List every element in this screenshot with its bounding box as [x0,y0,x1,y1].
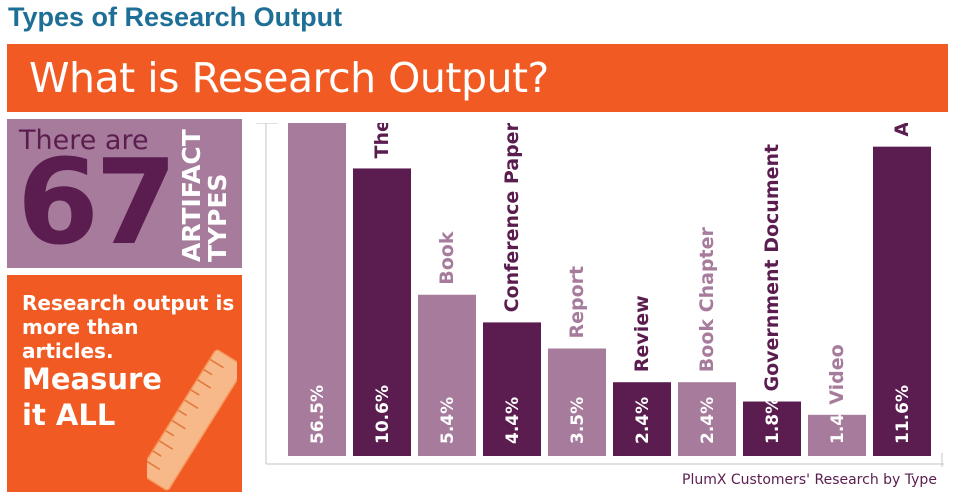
there-are-label: There are [19,125,149,156]
bar-chart-svg: 56.5%Article10.6%Thesis/Dissertation5.4%… [256,123,944,467]
bar-category-label-3: Conference Paper [501,123,523,312]
bar-value-label-2: 5.4% [438,397,458,444]
bar-value-label-5: 2.4% [633,397,653,444]
banner: What is Research Output? [7,44,948,112]
chart-caption: PlumX Customers' Research by Type [682,472,937,488]
bar-value-label-3: 4.4% [503,397,523,444]
artifact-count: 67 [17,133,177,268]
tagline: Research output is more than articles. [22,291,235,363]
artifact-types-line2: TYPES [203,173,232,262]
bar-value-label-9: 11.6% [893,385,913,444]
ruler-icon [147,349,237,491]
bar-category-label-1: Thesis/Dissertation [371,123,393,158]
artifact-types-label: ARTIFACT TYPES [177,129,232,262]
bar-value-label-7: 1.8% [763,397,783,444]
bar-category-label-6: Book Chapter [696,227,718,373]
bar-category-label-7: Government Document [761,144,783,392]
artifact-types-line1: ARTIFACT [177,129,206,262]
bar-category-label-4: Report [566,266,588,339]
bar-8 [808,414,866,456]
artifact-count-box: There are 67 ARTIFACT TYPES [7,119,242,268]
measure-box: Research output is more than articles. M… [7,275,242,492]
bar-1 [353,168,411,456]
bar-category-label-8: Video [826,344,848,404]
bar-value-label-0: 56.5% [308,385,328,444]
bar-2 [418,294,476,456]
bar-category-label-9: All Others [891,123,913,137]
bar-category-label-5: Review [631,295,653,372]
bar-5 [613,382,671,456]
bar-6 [678,382,736,456]
bar-value-label-8: 1.4% [828,397,848,444]
banner-title: What is Research Output? [29,54,549,102]
bar-value-label-4: 3.5% [568,397,588,444]
bar-value-label-6: 2.4% [698,397,718,444]
bar-3 [483,322,541,456]
bar-chart: 56.5%Article10.6%Thesis/Dissertation5.4%… [256,123,944,467]
bar-4 [548,348,606,456]
call-to-action: Measure it ALL [22,362,162,432]
bar-7 [743,401,801,456]
bar-category-label-2: Book [436,231,458,285]
bar-9 [873,146,931,456]
bar-value-label-1: 10.6% [373,385,393,444]
page-title: Types of Research Output [8,2,343,32]
bar-0 [288,123,346,457]
